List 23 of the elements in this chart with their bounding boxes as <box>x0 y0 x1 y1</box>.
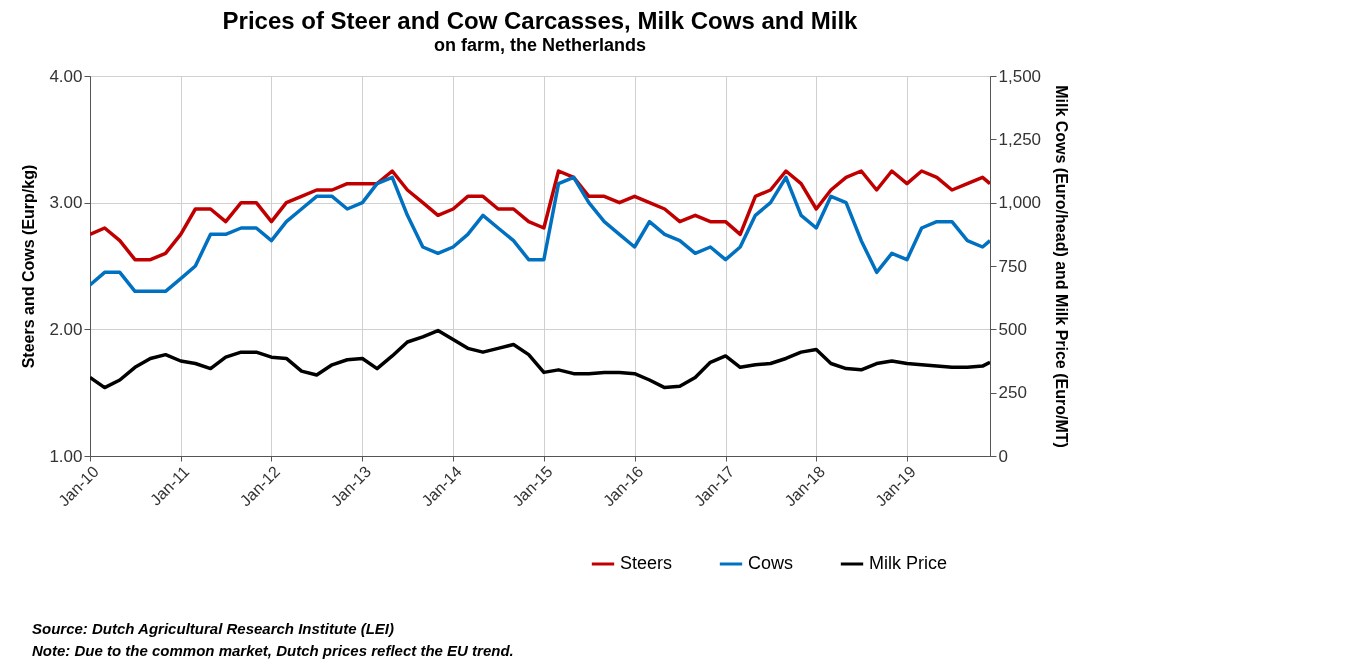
y2-axis-title: Milk Cows (Euro/head) and Milk Price (Euro/MT) <box>1053 85 1071 448</box>
line-series <box>90 328 990 390</box>
y2-tick-label: 500 <box>998 319 1027 339</box>
line-series <box>90 175 990 294</box>
y2-tick-label: 1,500 <box>998 66 1042 86</box>
chart-title: Prices of Steer and Cow Carcasses, Milk Cows and Milk <box>222 7 859 34</box>
y-tick-label: 2.00 <box>49 319 83 339</box>
chart-subtitle: on farm, the Netherlands <box>433 35 647 55</box>
y2-tick-label: 750 <box>998 256 1027 276</box>
legend-label: Milk Price <box>869 553 948 573</box>
text: Note: Due to the common market, Dutch prices reflect the EU trend. <box>32 641 514 661</box>
line-series <box>90 169 990 262</box>
y-tick-label: 4.00 <box>49 66 83 86</box>
source-note: Source: Dutch Agricultural Research Institute (LEI) <box>32 619 395 639</box>
y2-tick-label: 250 <box>998 383 1027 403</box>
y-tick-label: 1.00 <box>49 446 83 466</box>
y-tick-label: 3.00 <box>49 193 83 213</box>
y2-tick-label: 0 <box>998 446 1008 466</box>
y2-tick-label: 1,000 <box>998 193 1042 213</box>
legend-label: Steers <box>620 553 673 573</box>
y2-tick-label: 1,250 <box>998 129 1042 149</box>
y-axis-title: Steers and Cows (Eurp/kg) <box>20 164 38 369</box>
legend-label: Cows <box>748 553 794 573</box>
